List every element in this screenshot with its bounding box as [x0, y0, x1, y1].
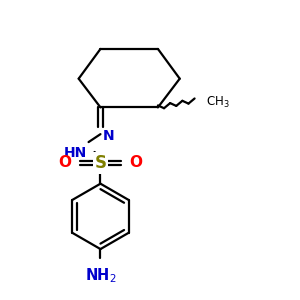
Text: S: S	[94, 154, 106, 172]
Text: NH$_2$: NH$_2$	[85, 266, 116, 285]
Text: O: O	[59, 155, 72, 170]
Text: HN: HN	[63, 146, 87, 160]
Text: N: N	[102, 129, 114, 143]
Text: CH$_3$: CH$_3$	[206, 95, 230, 110]
Text: O: O	[129, 155, 142, 170]
